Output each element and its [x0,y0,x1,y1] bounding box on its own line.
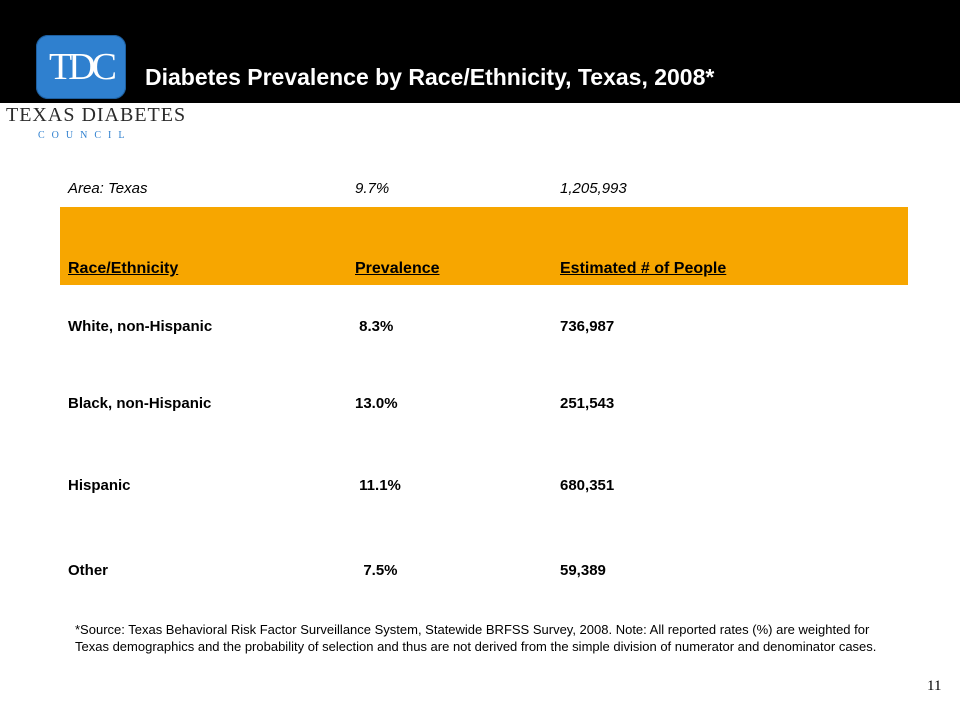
row-people: 59,389 [560,562,606,579]
row-prevalence: 8.3% [355,318,394,335]
table-header-band [60,207,908,285]
row-prevalence: 11.1% [355,477,401,494]
row-people: 736,987 [560,318,615,335]
wordmark-line2: COUNCIL [38,130,132,141]
row-race: White, non-Hispanic [68,318,213,335]
column-header-prevalence: Prevalence [355,260,440,277]
wordmark-line1: TEXAS DIABETES [6,104,187,126]
area-label: Area: Texas [68,180,148,197]
row-prevalence: 13.0% [355,395,398,412]
tdc-logo: TDC [36,35,126,99]
row-race: Black, non-Hispanic [68,395,212,412]
logo-monogram: TDC [49,46,117,88]
title-bar [0,0,960,103]
row-people: 680,351 [560,477,615,494]
column-header-people: Estimated # of People [560,260,727,277]
council-wordmark: TEXAS DIABETES COUNCIL [6,104,185,148]
area-prevalence: 9.7% [355,180,390,197]
row-race: Other [68,562,109,579]
area-people: 1,205,993 [560,180,627,197]
page-title: Diabetes Prevalence by Race/Ethnicity, T… [145,64,715,90]
column-header-race: Race/Ethnicity [68,260,179,277]
source-footnote: *Source: Texas Behavioral Risk Factor Su… [75,622,877,654]
page-number: 11 [927,678,942,694]
row-prevalence: 7.5% [355,562,398,579]
row-race: Hispanic [68,477,131,494]
row-people: 251,543 [560,395,615,412]
